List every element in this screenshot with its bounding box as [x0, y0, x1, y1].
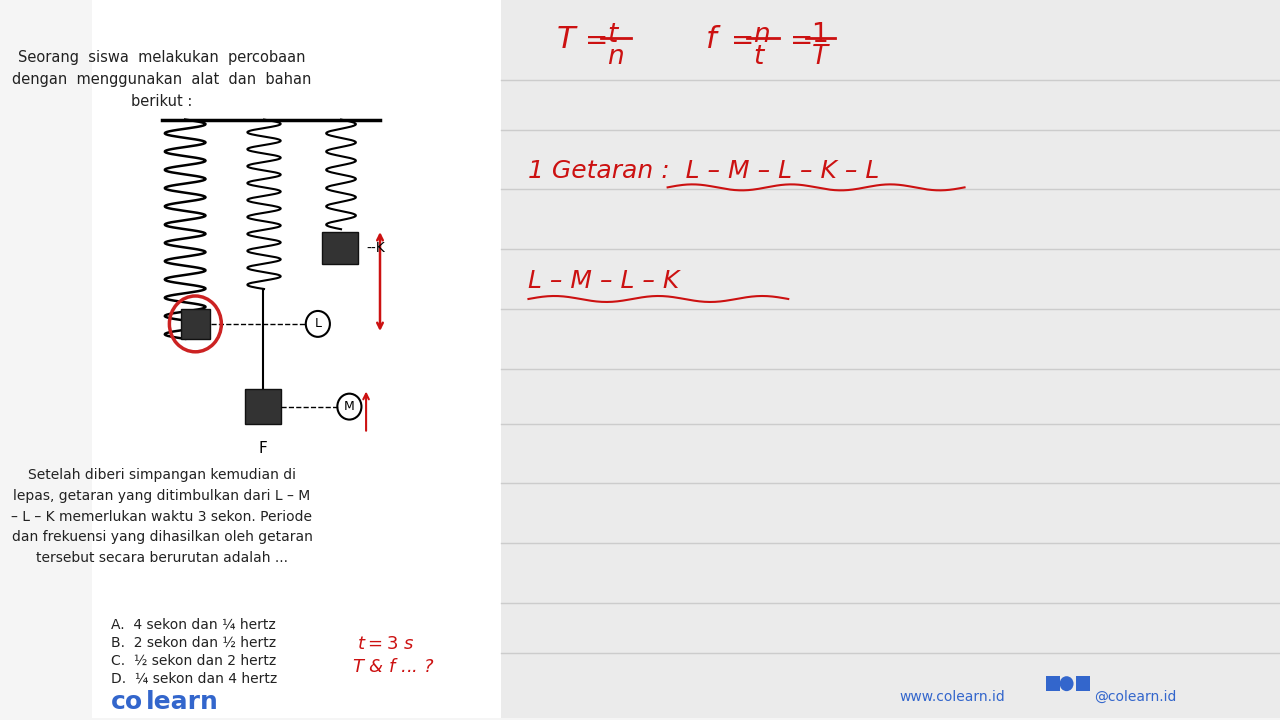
Text: $n$: $n$ — [607, 44, 625, 70]
Text: B.  2 sekon dan ½ hertz: B. 2 sekon dan ½ hertz — [111, 636, 276, 650]
Text: 1 Getaran :  L – M – L – K – L: 1 Getaran : L – M – L – K – L — [529, 159, 879, 184]
Text: $1$: $1$ — [812, 22, 828, 48]
Text: co: co — [111, 690, 143, 714]
Text: $=$: $=$ — [726, 25, 753, 53]
Text: D.  ¼ sekon dan 4 hertz: D. ¼ sekon dan 4 hertz — [111, 672, 278, 685]
Text: M: M — [344, 400, 355, 413]
Text: $=$: $=$ — [783, 25, 812, 53]
FancyBboxPatch shape — [500, 0, 1280, 718]
Text: $=$: $=$ — [580, 25, 607, 53]
Text: $n$: $n$ — [753, 22, 769, 48]
Bar — [1076, 675, 1089, 690]
Bar — [246, 389, 280, 423]
Text: www.colearn.id: www.colearn.id — [900, 690, 1005, 703]
Text: $T$: $T$ — [557, 25, 579, 54]
Text: F: F — [259, 441, 268, 456]
Text: Setelah diberi simpangan kemudian di
lepas, getaran yang ditimbulkan dari L – M
: Setelah diberi simpangan kemudian di lep… — [12, 469, 312, 564]
Bar — [323, 233, 357, 264]
Text: $t$: $t$ — [753, 44, 767, 70]
Text: $t = 3$ s: $t = 3$ s — [357, 635, 415, 653]
Text: $T$ & $f$ ... ?: $T$ & $f$ ... ? — [352, 658, 435, 676]
Text: $t$: $t$ — [607, 22, 621, 48]
Text: $T$: $T$ — [812, 44, 831, 70]
Bar — [1046, 675, 1060, 690]
Bar — [180, 309, 210, 339]
Circle shape — [1060, 676, 1074, 691]
Text: C.  ½ sekon dan 2 hertz: C. ½ sekon dan 2 hertz — [111, 654, 276, 667]
Text: $f$: $f$ — [705, 25, 722, 54]
Text: @colearn.id: @colearn.id — [1094, 690, 1176, 703]
FancyBboxPatch shape — [92, 0, 500, 718]
Text: --K: --K — [366, 241, 385, 255]
Text: Seorang  siswa  melakukan  percobaan
dengan  menggunakan  alat  dan  bahan
berik: Seorang siswa melakukan percobaan dengan… — [13, 50, 311, 109]
Text: L: L — [315, 318, 321, 330]
Text: L – M – L – K: L – M – L – K — [529, 269, 680, 293]
Text: A.  4 sekon dan ¼ hertz: A. 4 sekon dan ¼ hertz — [111, 618, 275, 632]
Text: learn: learn — [146, 690, 219, 714]
